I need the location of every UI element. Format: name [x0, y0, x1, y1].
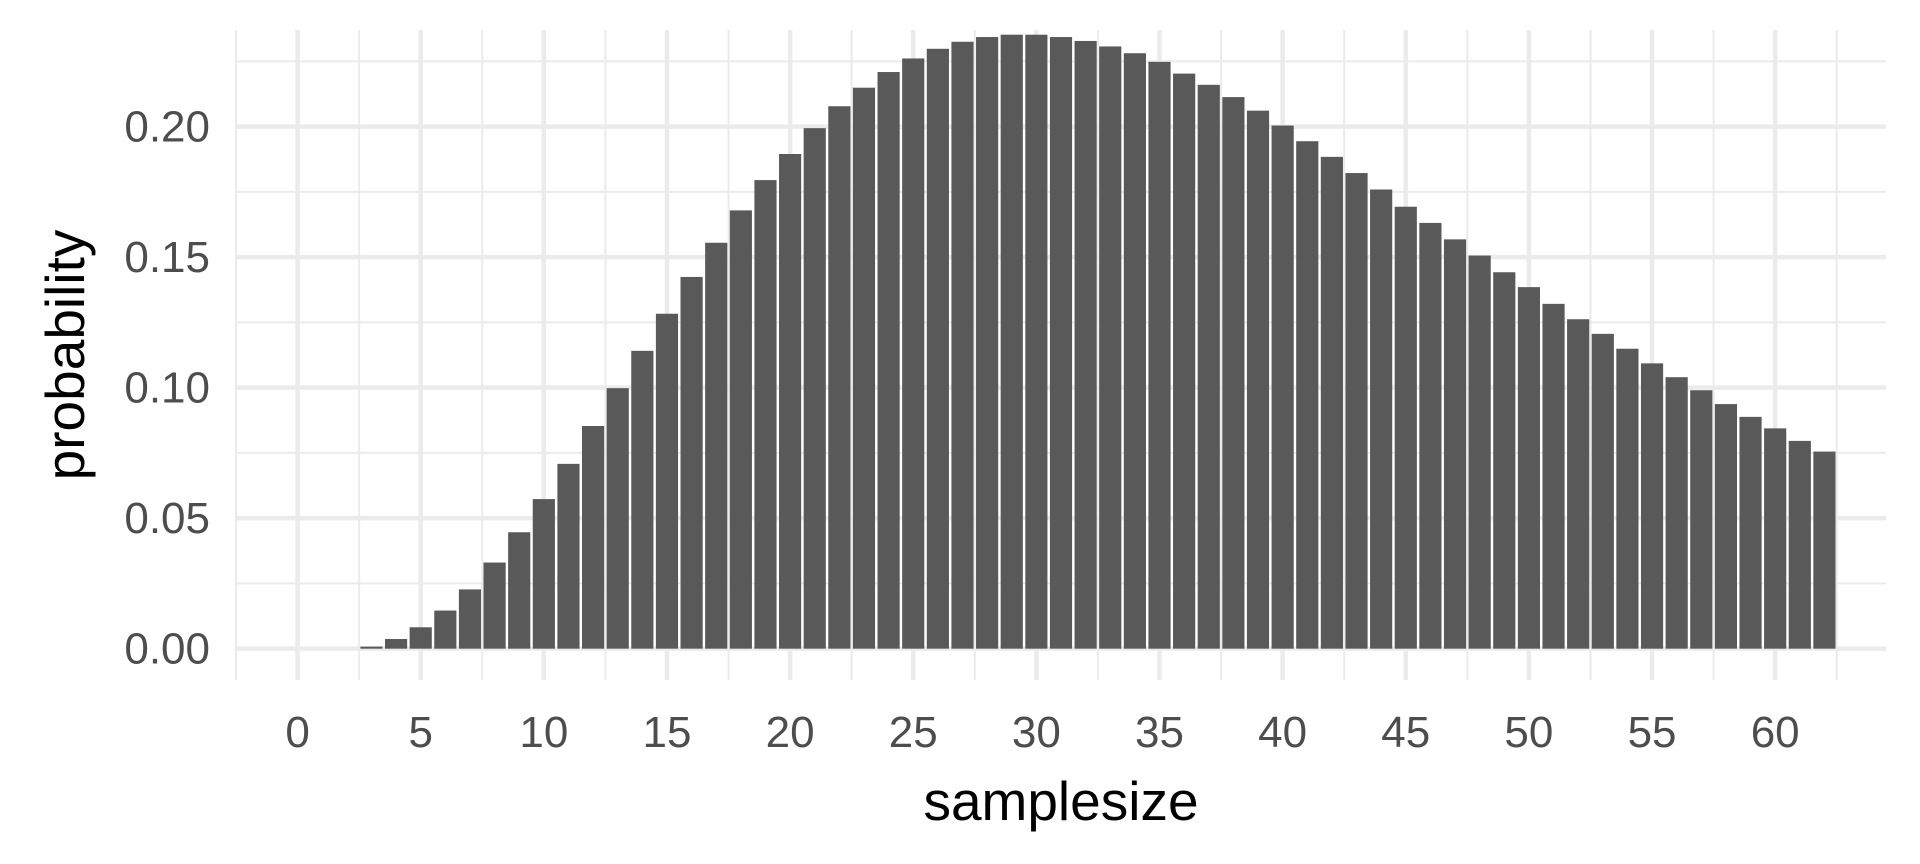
bar [1591, 333, 1614, 649]
bar [1419, 222, 1442, 649]
bar [1345, 173, 1368, 649]
bar [655, 313, 679, 649]
y-tick-label: 0.00 [124, 625, 210, 674]
x-tick-label: 60 [1751, 708, 1800, 757]
bar [1296, 141, 1319, 649]
bar [1025, 34, 1048, 649]
bar [1099, 46, 1122, 649]
bar [1616, 348, 1639, 649]
bar [754, 180, 777, 649]
bar [976, 37, 999, 649]
bar [705, 242, 728, 649]
bar [951, 41, 974, 649]
x-axis-title: samplesize [923, 770, 1198, 832]
bar [1148, 61, 1171, 649]
bar [1665, 377, 1688, 649]
y-axis-title: probability [34, 229, 96, 480]
bar [926, 48, 949, 649]
y-tick-label: 0.15 [124, 233, 210, 282]
bar [360, 646, 383, 649]
bar [1000, 34, 1023, 649]
x-tick-label: 20 [766, 708, 815, 757]
bar [1690, 390, 1713, 649]
bar [1542, 303, 1565, 649]
y-tick-label: 0.20 [124, 103, 210, 152]
bar [779, 153, 802, 649]
bar [1246, 110, 1270, 649]
bar [680, 276, 703, 649]
bar [1567, 319, 1590, 649]
bar [729, 210, 752, 649]
bar [1394, 206, 1417, 649]
bar [1813, 451, 1836, 649]
bar [1714, 404, 1738, 649]
bar [508, 532, 531, 649]
bar [1320, 156, 1343, 649]
bar [631, 350, 654, 649]
bar [877, 72, 900, 649]
bar [582, 426, 605, 649]
x-tick-label: 15 [642, 708, 691, 757]
bar [483, 562, 506, 649]
x-tick-label: 10 [519, 708, 568, 757]
bar [532, 499, 555, 649]
bar [384, 639, 408, 649]
bar [458, 589, 482, 649]
bar [1443, 239, 1467, 649]
y-tick-label: 0.10 [124, 364, 210, 413]
bar [606, 388, 629, 649]
y-tick-label: 0.05 [124, 494, 210, 543]
bar [902, 58, 925, 649]
bar [1222, 97, 1245, 649]
x-tick-label: 40 [1258, 708, 1307, 757]
x-tick-label: 55 [1628, 708, 1677, 757]
y-tick-labels: 0.00 0.05 0.10 0.15 0.20 [124, 103, 210, 674]
bar [1370, 189, 1393, 649]
x-tick-label: 5 [408, 708, 432, 757]
bar [803, 128, 826, 649]
bar [1517, 287, 1540, 649]
bar [434, 610, 457, 649]
bar [1173, 73, 1196, 649]
bar [1468, 255, 1491, 649]
x-tick-label: 0 [285, 708, 309, 757]
bar [1788, 440, 1811, 649]
bar [1197, 84, 1220, 649]
bar [1764, 428, 1787, 649]
bar [1739, 416, 1762, 649]
bar [557, 463, 580, 649]
x-tick-label: 25 [889, 708, 938, 757]
x-tick-label: 45 [1381, 708, 1430, 757]
x-tick-labels: 0 5 10 15 20 25 30 35 40 45 50 55 60 [285, 708, 1799, 757]
bar [1074, 40, 1097, 649]
bar [1493, 272, 1516, 649]
bars [360, 34, 1836, 649]
x-tick-label: 35 [1135, 708, 1184, 757]
x-tick-label: 30 [1012, 708, 1061, 757]
bar [1049, 37, 1073, 649]
bar [409, 627, 432, 649]
bar [1271, 125, 1294, 649]
bar [1123, 53, 1146, 649]
bar [852, 87, 876, 649]
bar [1640, 363, 1664, 649]
bar [828, 106, 851, 649]
x-tick-label: 50 [1504, 708, 1553, 757]
